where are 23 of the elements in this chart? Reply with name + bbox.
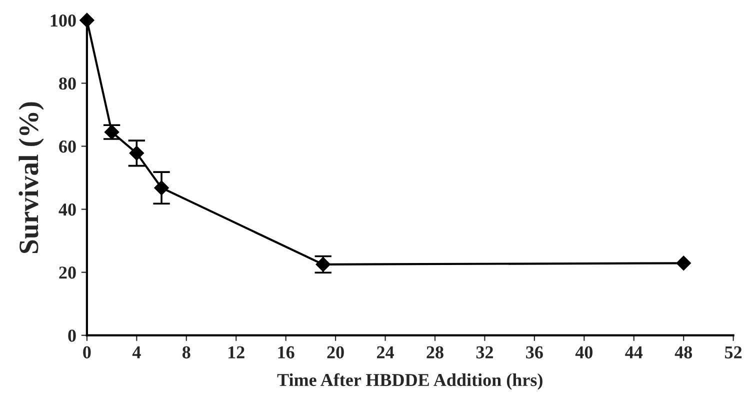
x-tick-label: 24 <box>377 346 394 358</box>
x-tick-label: 52 <box>725 346 742 358</box>
x-tick-label: 4 <box>132 346 141 358</box>
y-tick-label: 100 <box>50 14 76 27</box>
x-tick-label: 28 <box>426 346 444 358</box>
y-tick-label: 20 <box>59 266 76 279</box>
x-tick-label: 36 <box>526 346 543 358</box>
y-tick-label: 80 <box>59 77 76 90</box>
y-tick-label: 0 <box>68 330 76 342</box>
x-tick-label: 16 <box>278 346 294 358</box>
x-axis-title: Time After HBDDE Addition (hrs) <box>277 373 542 390</box>
x-tick-label: 32 <box>476 346 493 358</box>
x-tick-label: 20 <box>327 346 344 358</box>
x-tick-label: 40 <box>575 346 592 358</box>
x-tick-label: 0 <box>83 346 91 358</box>
x-tick-label: 44 <box>625 346 643 358</box>
x-tick-label: 48 <box>674 346 692 358</box>
y-tick-label: 40 <box>58 204 76 216</box>
y-tick-label: 60 <box>59 140 76 153</box>
point <box>676 256 691 271</box>
y-axis-title: Survival (%) <box>18 102 44 254</box>
x-tick-label: 8 <box>182 346 190 358</box>
x-tick-label: 12 <box>228 346 244 358</box>
